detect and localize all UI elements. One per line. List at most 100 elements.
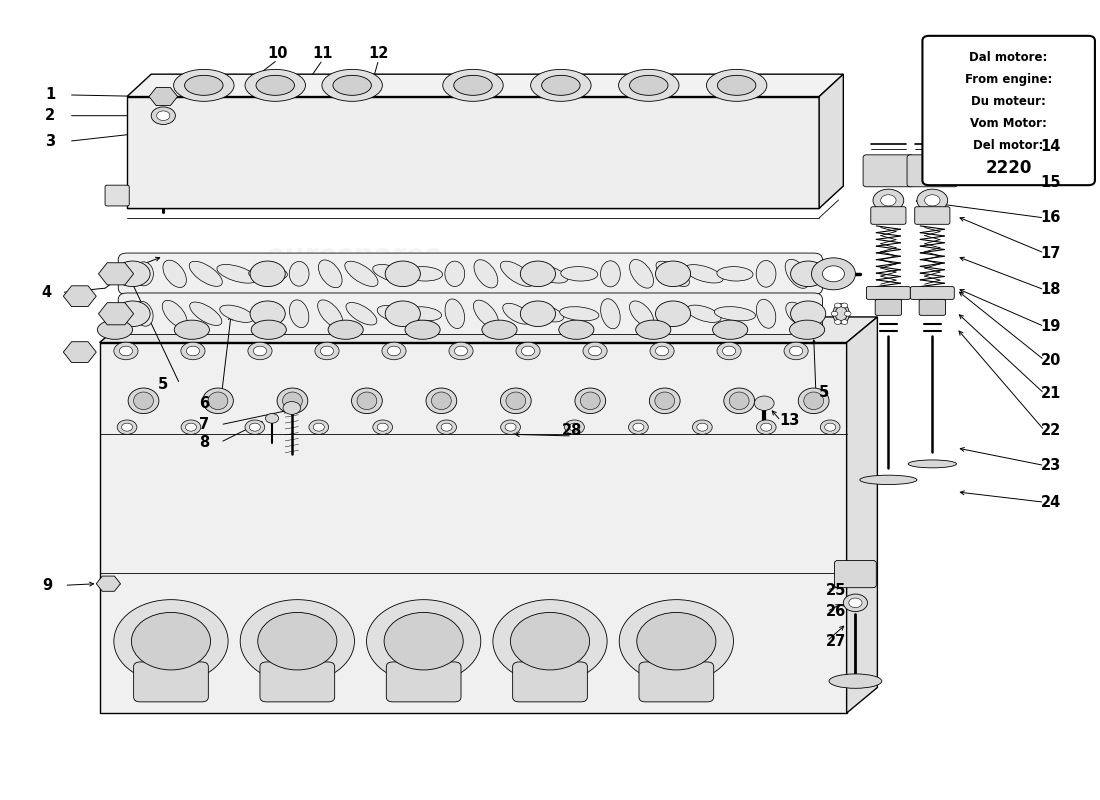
Circle shape (583, 342, 607, 360)
Circle shape (382, 342, 406, 360)
Circle shape (186, 346, 199, 356)
Ellipse shape (174, 70, 234, 102)
Circle shape (791, 261, 826, 286)
Circle shape (845, 311, 851, 316)
Ellipse shape (654, 392, 674, 410)
FancyBboxPatch shape (908, 155, 958, 186)
Polygon shape (100, 317, 878, 342)
Ellipse shape (717, 75, 756, 95)
Circle shape (182, 420, 201, 434)
Ellipse shape (532, 306, 563, 322)
FancyBboxPatch shape (639, 662, 714, 702)
Circle shape (441, 423, 452, 431)
Circle shape (832, 311, 838, 316)
Circle shape (240, 600, 354, 682)
Ellipse shape (189, 302, 222, 326)
Text: Du moteur:: Du moteur: (971, 95, 1046, 108)
Text: 12: 12 (368, 46, 388, 61)
FancyBboxPatch shape (118, 293, 823, 334)
Ellipse shape (446, 299, 464, 329)
Ellipse shape (785, 302, 808, 326)
Ellipse shape (128, 388, 158, 414)
Circle shape (849, 598, 862, 608)
Circle shape (656, 301, 691, 326)
Circle shape (250, 261, 285, 286)
Text: 27: 27 (825, 634, 846, 649)
Text: Del motor:: Del motor: (974, 139, 1044, 153)
Text: 9: 9 (42, 578, 52, 593)
Circle shape (588, 346, 602, 356)
Circle shape (717, 342, 741, 360)
Circle shape (454, 346, 467, 356)
FancyBboxPatch shape (513, 662, 587, 702)
Circle shape (564, 420, 584, 434)
Ellipse shape (277, 388, 308, 414)
Text: 19: 19 (1041, 319, 1062, 334)
Text: 16: 16 (1041, 210, 1062, 226)
Polygon shape (100, 342, 847, 713)
Polygon shape (99, 262, 133, 285)
Circle shape (119, 346, 132, 356)
Polygon shape (99, 302, 133, 325)
Text: 4: 4 (42, 285, 52, 300)
Polygon shape (148, 87, 177, 106)
Ellipse shape (601, 298, 620, 329)
Ellipse shape (283, 392, 302, 410)
Text: 11: 11 (312, 46, 333, 61)
Ellipse shape (629, 75, 668, 95)
Text: 14: 14 (1041, 138, 1062, 154)
Ellipse shape (373, 265, 412, 283)
Ellipse shape (431, 392, 451, 410)
Ellipse shape (208, 392, 228, 410)
Ellipse shape (249, 266, 287, 281)
Ellipse shape (829, 674, 882, 688)
Circle shape (373, 420, 393, 434)
FancyBboxPatch shape (920, 299, 946, 315)
Circle shape (186, 423, 197, 431)
Ellipse shape (629, 259, 653, 288)
Circle shape (656, 261, 691, 286)
Circle shape (309, 420, 329, 434)
Ellipse shape (163, 300, 187, 327)
Circle shape (117, 420, 136, 434)
Circle shape (314, 423, 324, 431)
Ellipse shape (185, 75, 223, 95)
FancyBboxPatch shape (386, 662, 461, 702)
Ellipse shape (756, 261, 775, 287)
Circle shape (505, 423, 516, 431)
Circle shape (656, 346, 669, 356)
Circle shape (253, 346, 266, 356)
Circle shape (835, 303, 842, 308)
Circle shape (637, 613, 716, 670)
Ellipse shape (220, 305, 254, 322)
Ellipse shape (163, 260, 186, 287)
Ellipse shape (860, 475, 917, 485)
Ellipse shape (541, 75, 580, 95)
Circle shape (131, 613, 210, 670)
Circle shape (842, 303, 848, 308)
Circle shape (265, 414, 278, 423)
Ellipse shape (575, 388, 606, 414)
Polygon shape (97, 576, 120, 591)
Ellipse shape (713, 320, 748, 339)
Ellipse shape (217, 265, 257, 283)
Circle shape (387, 346, 400, 356)
Text: From engine:: From engine: (965, 73, 1053, 86)
Circle shape (385, 261, 420, 286)
Text: 22: 22 (1041, 423, 1062, 438)
FancyBboxPatch shape (118, 253, 823, 294)
Ellipse shape (799, 388, 829, 414)
Ellipse shape (344, 262, 378, 286)
Text: 5: 5 (818, 385, 828, 399)
FancyBboxPatch shape (133, 662, 208, 702)
Text: eurospares: eurospares (550, 546, 726, 574)
Text: 25: 25 (825, 582, 846, 598)
Ellipse shape (245, 70, 306, 102)
Circle shape (791, 301, 826, 326)
Circle shape (723, 346, 736, 356)
Circle shape (156, 111, 169, 121)
Text: 15: 15 (1041, 175, 1062, 190)
Text: 20: 20 (1041, 353, 1062, 367)
Ellipse shape (729, 392, 749, 410)
Ellipse shape (559, 320, 594, 339)
